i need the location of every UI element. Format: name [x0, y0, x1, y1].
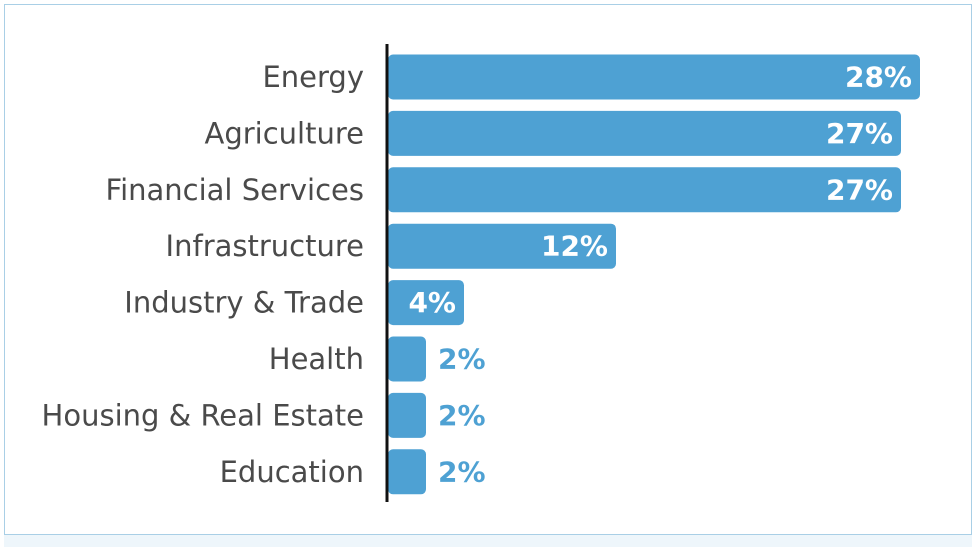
category-label: Education [220, 455, 364, 489]
footer-strip [4, 534, 972, 547]
category-label: Financial Services [106, 173, 365, 207]
bar [388, 280, 464, 326]
value-label: 2% [438, 399, 486, 432]
bars-layer: Energy 28% Agriculture 27% Financial Service… [42, 54, 920, 495]
bar [388, 336, 426, 382]
category-label: Industry & Trade [124, 286, 364, 320]
bar [388, 54, 920, 100]
bar [388, 223, 616, 269]
value-label: 28% [845, 61, 912, 94]
category-label: Energy [262, 60, 364, 94]
value-label: 2% [438, 455, 486, 488]
value-label: 27% [826, 173, 893, 206]
bar [388, 167, 901, 213]
category-label: Agriculture [205, 116, 365, 150]
category-label: Housing & Real Estate [42, 398, 364, 432]
value-label: 12% [541, 230, 608, 263]
category-label: Infrastructure [166, 229, 364, 263]
value-label: 4% [408, 286, 456, 319]
value-label: 27% [826, 117, 893, 150]
category-label: Health [269, 342, 364, 376]
bar [388, 449, 426, 495]
value-label: 2% [438, 343, 486, 376]
bar [388, 110, 901, 156]
bar [388, 392, 426, 438]
